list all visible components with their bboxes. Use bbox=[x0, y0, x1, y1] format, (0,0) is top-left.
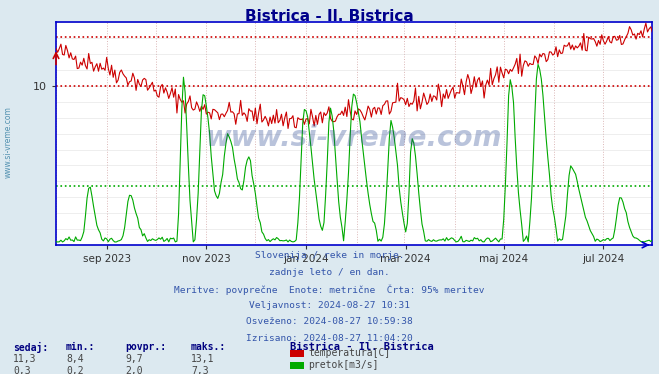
Text: 2,0: 2,0 bbox=[125, 366, 143, 374]
Text: 0,3: 0,3 bbox=[13, 366, 31, 374]
Text: sedaj:: sedaj: bbox=[13, 342, 48, 353]
Text: Izrisano: 2024-08-27 11:04:20: Izrisano: 2024-08-27 11:04:20 bbox=[246, 334, 413, 343]
Text: Meritve: povprečne  Enote: metrične  Črta: 95% meritev: Meritve: povprečne Enote: metrične Črta:… bbox=[174, 284, 485, 295]
Text: Bistrica - Il. Bistrica: Bistrica - Il. Bistrica bbox=[245, 9, 414, 24]
Text: 9,7: 9,7 bbox=[125, 354, 143, 364]
Text: temperatura[C]: temperatura[C] bbox=[308, 349, 391, 358]
Text: Osveženo: 2024-08-27 10:59:38: Osveženo: 2024-08-27 10:59:38 bbox=[246, 317, 413, 326]
Text: Bistrica - Il. Bistrica: Bistrica - Il. Bistrica bbox=[290, 342, 434, 352]
Text: www.si-vreme.com: www.si-vreme.com bbox=[206, 124, 502, 152]
Text: www.si-vreme.com: www.si-vreme.com bbox=[3, 106, 13, 178]
Text: Veljavnost: 2024-08-27 10:31: Veljavnost: 2024-08-27 10:31 bbox=[249, 301, 410, 310]
Text: pretok[m3/s]: pretok[m3/s] bbox=[308, 361, 379, 370]
Text: 0,2: 0,2 bbox=[66, 366, 84, 374]
Text: 13,1: 13,1 bbox=[191, 354, 215, 364]
Text: zadnje leto / en dan.: zadnje leto / en dan. bbox=[269, 268, 390, 277]
Text: 11,3: 11,3 bbox=[13, 354, 37, 364]
Text: min.:: min.: bbox=[66, 342, 96, 352]
Text: maks.:: maks.: bbox=[191, 342, 226, 352]
Text: 8,4: 8,4 bbox=[66, 354, 84, 364]
Text: Slovenija / reke in morje.: Slovenija / reke in morje. bbox=[255, 251, 404, 260]
Text: 7,3: 7,3 bbox=[191, 366, 209, 374]
Text: povpr.:: povpr.: bbox=[125, 342, 166, 352]
